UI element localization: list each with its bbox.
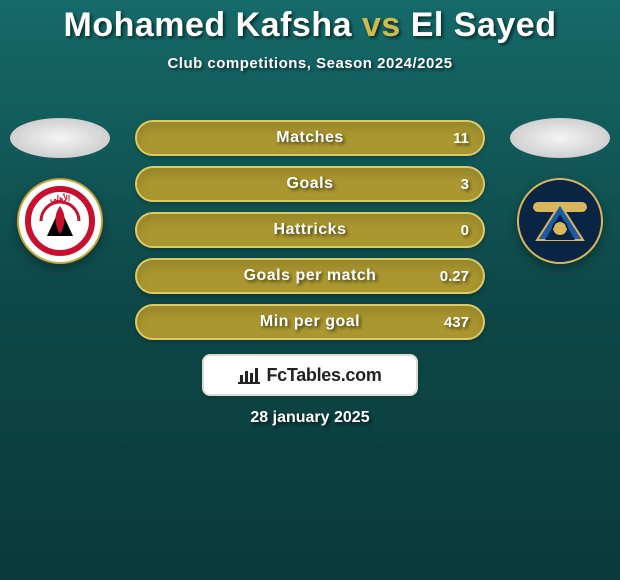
player2-club-badge [517,178,603,264]
player2-avatar-placeholder [510,118,610,158]
brand-text: FcTables.com [266,365,381,386]
stat-row: Hattricks0 [135,212,485,248]
stat-label: Goals [137,168,483,200]
stat-value-right: 0 [461,214,469,246]
brand-box: FcTables.com [202,354,418,396]
stat-row: Goals per match0.27 [135,258,485,294]
player1-avatar-placeholder [10,118,110,158]
stat-value-right: 437 [444,306,469,338]
stat-label: Hattricks [137,214,483,246]
player1-name: Mohamed Kafsha [64,6,353,44]
stat-label: Min per goal [137,306,483,338]
stat-row: Matches11 [135,120,485,156]
stat-row: Min per goal437 [135,304,485,340]
stat-value-right: 11 [453,122,469,154]
stat-value-right: 0.27 [440,260,469,292]
stat-row: Goals3 [135,166,485,202]
stats-rows: Matches11 Goals3 Hattricks0 Goals per match… [135,120,485,340]
stat-value-right: 3 [461,168,469,200]
snapshot-date: 28 january 2025 [0,409,620,427]
subtitle: Club competitions, Season 2024/2025 [0,55,620,72]
stat-label: Matches [137,122,483,154]
player1-club-badge: الأهلي [17,178,103,264]
bar-chart-icon [238,366,260,384]
comparison-title: Mohamed Kafsha vs El Sayed [0,0,620,45]
stat-label: Goals per match [137,260,483,292]
vs-label: vs [362,6,401,44]
player2-name: El Sayed [411,6,557,44]
svg-text:الأهلي: الأهلي [50,192,70,204]
